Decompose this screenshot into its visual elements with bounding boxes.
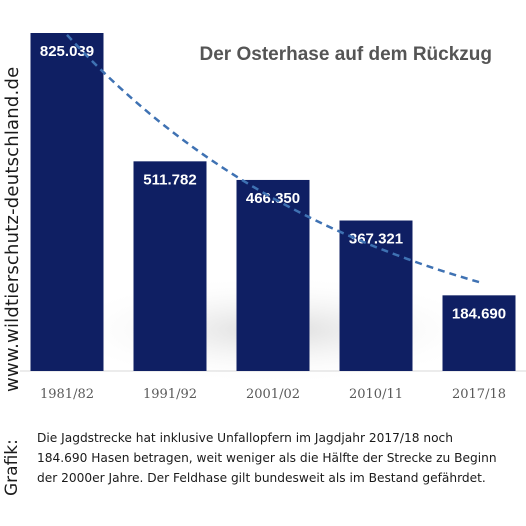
chart-title: Der Osterhase auf dem Rückzug <box>200 44 492 65</box>
value-label: 825.039 <box>40 43 94 60</box>
x-tick-label: 2010/11 <box>349 387 403 402</box>
x-tick-label: 1991/92 <box>143 387 197 402</box>
value-label: 184.690 <box>452 305 506 322</box>
caption: Die Jagdstrecke hat inklusive Unfallopfe… <box>37 431 497 485</box>
x-tick-label: 2017/18 <box>452 387 506 402</box>
x-tick-label: 1981/82 <box>40 387 94 402</box>
value-label: 367.321 <box>349 231 403 248</box>
bar-2001/02 <box>236 179 310 371</box>
bar-1991/92 <box>133 161 207 371</box>
value-label: 511.782 <box>143 171 196 188</box>
bar-2017/18 <box>442 295 516 371</box>
bar-2010/11 <box>339 220 413 371</box>
x-tick-label: 2001/02 <box>246 387 300 402</box>
bar-1981/82 <box>30 33 104 371</box>
chart: Der Osterhase auf dem Rückzug 825.039 511… <box>20 33 526 402</box>
trendline <box>66 34 480 284</box>
